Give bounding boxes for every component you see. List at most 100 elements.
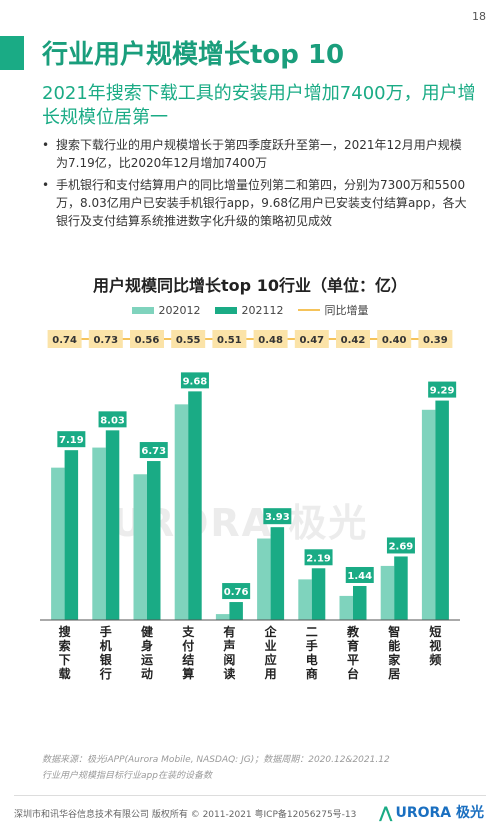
category-label: 搜索下载 (59, 624, 72, 681)
growth-label: 0.47 (299, 335, 324, 346)
category-label: 有声阅读 (222, 624, 235, 681)
bar-202012 (215, 614, 230, 620)
data-label-box (386, 537, 415, 554)
growth-label-box (294, 330, 329, 348)
bar-202112 (64, 450, 79, 620)
legend-swatch-2020 (131, 306, 154, 314)
data-label-box (98, 411, 127, 428)
data-label-box (222, 583, 251, 600)
data-label-box (57, 431, 86, 448)
bullet-dot: • (42, 178, 50, 192)
bullet-dot: • (42, 138, 50, 152)
data-label-202112: 0.76 (224, 587, 249, 598)
footer-logo: ⋀ URORA 极光 (379, 802, 484, 822)
footer-logo-text: URORA 极光 (395, 805, 484, 821)
growth-label: 0.40 (382, 335, 407, 346)
growth-label: 0.74 (52, 335, 77, 346)
data-label-box (345, 566, 374, 583)
bar-202012 (298, 579, 312, 620)
category-label: 教育平台 (346, 624, 360, 681)
bullet-list: • 搜索下载行业的用户规模增长于第四季度跃升至第一，2021年12月用户规模为7… (42, 136, 472, 234)
growth-label-box (88, 330, 123, 348)
page-title: 行业用户规模增长top 10 (42, 40, 345, 70)
data-label-box (263, 508, 292, 525)
growth-label-box (212, 330, 247, 348)
category-label: 二手电商 (306, 625, 318, 681)
growth-label-box (336, 330, 370, 348)
page-subtitle: 2021年搜索下载工具的安装用户增加7400万，用户增长规模位居第一 (42, 83, 476, 128)
bar-202112 (353, 585, 367, 620)
bar-202112 (105, 430, 120, 620)
category-label: 智能家居 (387, 624, 401, 681)
growth-label-box (47, 330, 82, 348)
data-label-202112: 1.44 (347, 571, 372, 582)
data-label-box (304, 549, 333, 566)
data-label-box (139, 442, 168, 459)
data-label-202112: 2.19 (306, 553, 331, 564)
bar-202012 (92, 447, 106, 620)
bar-202012 (51, 467, 65, 620)
bullet-item: • 搜索下载行业的用户规模增长于第四季度跃升至第一，2021年12月用户规模为7… (42, 136, 472, 172)
bar-202012 (257, 538, 271, 620)
category-label: 健身运动 (141, 624, 154, 681)
bar-202112 (270, 527, 285, 620)
bar-202112 (394, 556, 408, 620)
aurora-logo-icon: ⋀ (378, 802, 393, 822)
legend-item-growth: 同比增量 (297, 302, 369, 318)
legend-label-2021: 202112 (241, 303, 284, 317)
bar-202012 (339, 595, 353, 620)
category-label: 企业应用 (264, 624, 278, 681)
page-number: 18 (472, 10, 486, 23)
bar-202012 (421, 409, 436, 620)
legend-item-2020: 202012 (131, 302, 201, 318)
growth-label: 0.48 (258, 335, 283, 346)
growth-label: 0.39 (423, 335, 448, 346)
category-label: 手机银行 (99, 624, 113, 681)
growth-label-box (418, 330, 453, 348)
growth-label-box (130, 330, 164, 348)
bullet-item: • 手机银行和支付结算用户的同比增量位列第二和第四，分别为7300万和5500万… (42, 176, 472, 230)
bar-202112 (188, 391, 202, 620)
growth-label: 0.56 (135, 335, 160, 346)
growth-label: 0.55 (176, 335, 201, 346)
category-label: 支付结算 (181, 624, 195, 681)
legend-label-growth: 同比增量 (324, 304, 369, 317)
data-label-202112: 7.19 (59, 435, 84, 446)
bar-202112 (311, 568, 326, 620)
data-label-box (180, 372, 209, 389)
source-note: 数据来源：极光iAPP(Aurora Mobile, NASDAQ: JG)；数… (42, 755, 390, 765)
data-label-202112: 3.93 (265, 512, 290, 523)
bar-202012 (133, 474, 147, 620)
data-label-box (428, 381, 457, 398)
growth-label: 0.51 (217, 335, 242, 346)
title-accent-bar (0, 36, 24, 70)
category-label: 短视频 (429, 624, 441, 667)
definition-note: 行业用户规模指目标行业app在装的设备数 (42, 771, 212, 781)
growth-label-box (377, 330, 412, 348)
bar-202012 (380, 565, 395, 620)
legend-swatch-2021 (214, 306, 237, 314)
growth-label-box (253, 330, 288, 348)
bullet-text: 搜索下载行业的用户规模增长于第四季度跃升至第一，2021年12月用户规模为7.1… (56, 138, 462, 170)
bar-202112 (435, 400, 449, 620)
bar-chart: 7.19 0.74 搜索下载 8.03 0.73 手机银行 6.73 0.56 健身运动 9.68… (40, 330, 460, 681)
data-label-202112: 6.73 (141, 446, 166, 457)
bar-202112 (229, 602, 243, 620)
growth-label: 0.42 (341, 335, 366, 346)
legend-item-2021: 202112 (214, 302, 284, 318)
legend-swatch-growth (297, 309, 320, 311)
bar-202012 (174, 404, 189, 620)
chart-title: 用户规模同比增长top 10行业（单位：亿） (93, 276, 407, 295)
data-label-202112: 8.03 (100, 415, 125, 426)
data-label-202112: 9.29 (430, 386, 455, 397)
legend-label-2020: 202012 (158, 303, 201, 317)
bullet-text: 手机银行和支付结算用户的同比增量位列第二和第四，分别为7300万和5500万，8… (56, 178, 467, 228)
chart-legend: 202012 202112 同比增量 (0, 302, 500, 318)
footer-copyright: 深圳市和讯华谷信息技术有限公司 版权所有 © 2011-2021 粤ICP备12… (14, 810, 357, 820)
bar-202112 (147, 461, 161, 620)
data-label-202112: 2.69 (389, 541, 414, 552)
growth-label-box (171, 330, 206, 348)
data-label-202112: 9.68 (183, 376, 208, 387)
growth-label: 0.73 (93, 335, 118, 346)
footer-divider (14, 795, 486, 796)
